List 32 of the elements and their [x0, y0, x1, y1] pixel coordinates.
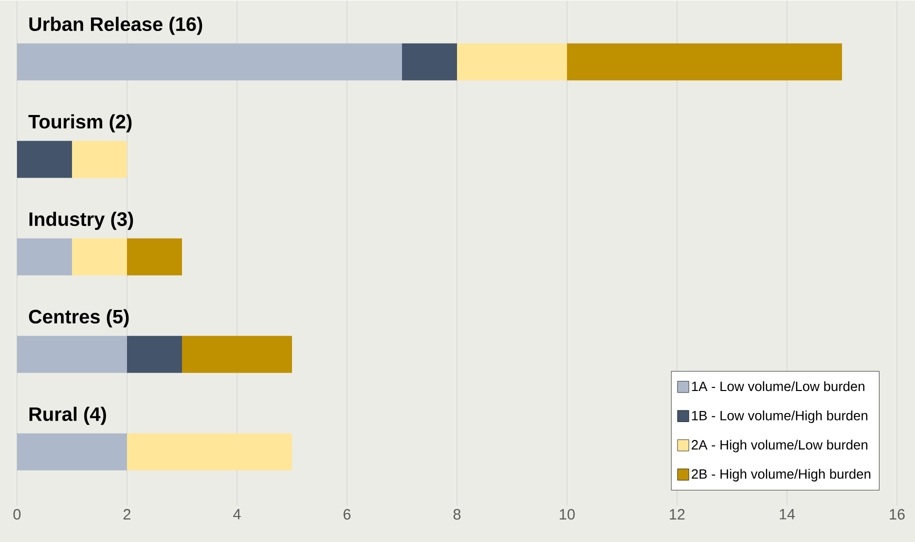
legend-label: 1A - Low volume/Low burden	[692, 380, 864, 391]
bar	[17, 336, 127, 373]
legend-label: 2A - High volume/Low burden	[692, 439, 868, 452]
y-tick-label: Centres (5)	[28, 309, 129, 328]
legend-label: 2B - High volume/High burden	[692, 468, 870, 482]
legend-label: 1B - Low volume/High burden	[692, 410, 868, 423]
bar	[127, 238, 182, 276]
bar	[402, 43, 458, 80]
bar	[127, 336, 182, 373]
bar	[457, 43, 568, 80]
bar	[17, 433, 127, 470]
x-tick-label: 0	[13, 508, 21, 520]
y-tick-label: Urban Release (16)	[29, 16, 202, 35]
bar	[182, 336, 292, 373]
x-tick-label: 10	[560, 508, 575, 520]
x-tick-label: 16	[890, 508, 905, 520]
bar	[17, 43, 402, 80]
bar	[72, 238, 127, 276]
y-tick-label: Tourism (2)	[28, 114, 132, 132]
bar	[567, 43, 842, 80]
x-tick-label: 8	[454, 508, 461, 520]
y-tick-label: Rural (4)	[29, 406, 106, 425]
x-tick-label: 4	[233, 508, 241, 520]
x-tick-label: 2	[124, 508, 130, 520]
x-tick-label: 12	[670, 508, 685, 520]
y-tick-label: Industry (3)	[29, 212, 133, 230]
bar	[17, 140, 72, 178]
bar	[72, 140, 127, 178]
bar	[17, 238, 72, 276]
x-tick-label: 6	[344, 508, 351, 520]
bar	[127, 433, 292, 470]
x-tick-label: 14	[780, 508, 795, 520]
